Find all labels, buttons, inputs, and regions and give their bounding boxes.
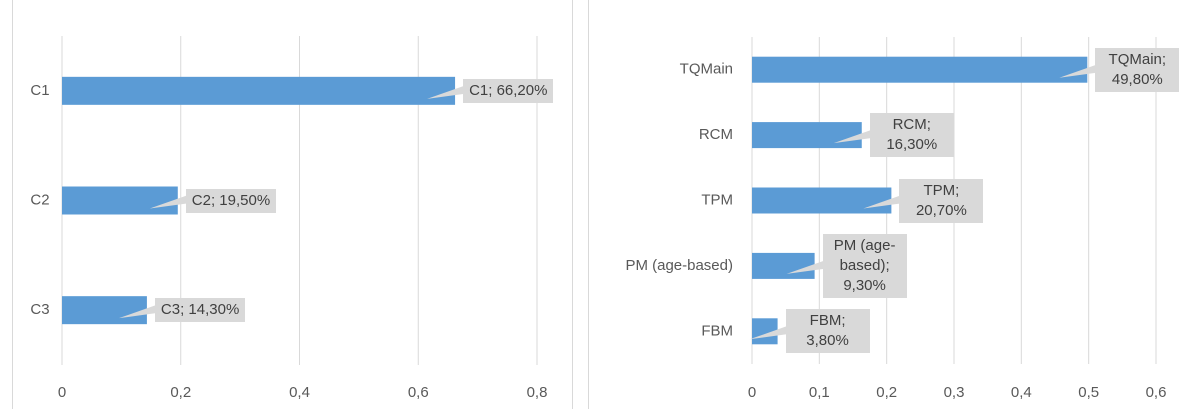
x-tick-label: 0 — [748, 384, 756, 401]
data-label: TPM; 20,70% — [899, 178, 984, 223]
bar — [752, 252, 815, 279]
y-tick-label: C1 — [30, 82, 49, 99]
data-label: PM (age-based); 9,30% — [822, 233, 907, 298]
label-pointer — [863, 195, 901, 209]
x-tick-label: 0,6 — [1146, 384, 1167, 401]
label-pointer — [149, 195, 187, 209]
data-label: RCM; 16,30% — [869, 113, 954, 158]
data-label: C2; 19,50% — [185, 188, 277, 213]
data-label: FBM; 3,80% — [785, 309, 870, 354]
bar — [752, 56, 1088, 83]
x-tick-label: 0,4 — [1011, 384, 1032, 401]
y-tick-label: TPM — [701, 191, 733, 208]
y-tick-label: FBM — [701, 322, 733, 339]
y-tick-label: TQMain — [680, 61, 733, 78]
label-pointer — [786, 260, 824, 274]
bar — [62, 186, 178, 215]
x-tick-label: 0,1 — [809, 384, 830, 401]
data-label: C1; 66,20% — [463, 78, 554, 103]
label-pointer — [427, 85, 465, 99]
data-label: C3; 14,30% — [154, 298, 246, 323]
y-tick-label: PM (age-based) — [625, 257, 733, 274]
x-tick-label: 0,8 — [527, 384, 548, 401]
bar — [752, 122, 862, 149]
x-tick-label: 0,3 — [944, 384, 965, 401]
x-tick-label: 0,4 — [289, 384, 310, 401]
y-tick-label: C2 — [30, 191, 49, 208]
label-pointer — [749, 326, 787, 340]
x-tick-label: 0,2 — [170, 384, 191, 401]
x-tick-label: 0,2 — [876, 384, 897, 401]
x-tick-label: 0 — [58, 384, 66, 401]
y-tick-label: RCM — [699, 126, 733, 143]
data-label: TQMain; 49,80% — [1095, 47, 1180, 92]
label-pointer — [833, 130, 871, 144]
bar — [752, 187, 892, 214]
x-tick-label: 0,5 — [1078, 384, 1099, 401]
chart-frame — [12, 0, 573, 409]
x-tick-label: 0,6 — [408, 384, 429, 401]
bar — [62, 296, 147, 325]
label-pointer — [1059, 64, 1097, 78]
chart-frame — [588, 0, 589, 409]
y-tick-label: C3 — [30, 301, 49, 318]
label-pointer — [118, 305, 156, 319]
bar — [62, 76, 456, 105]
